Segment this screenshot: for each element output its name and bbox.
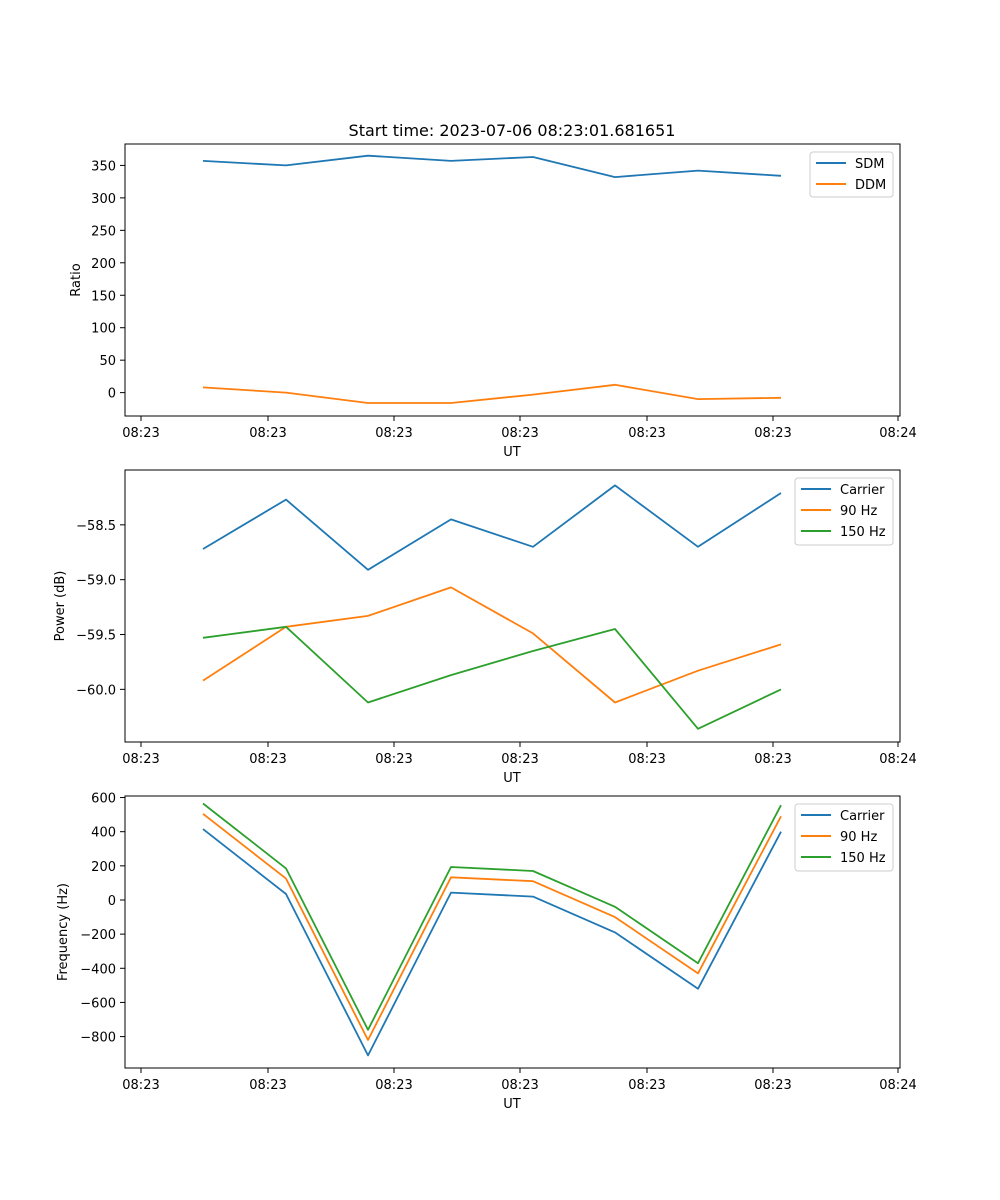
x-tick-label: 08:23 — [122, 426, 159, 441]
plot-area — [124, 469, 901, 743]
y-axis-label: Frequency (Hz) — [56, 883, 71, 981]
series-line-sdm — [202, 154, 782, 179]
legend-label-ddm: DDM — [855, 178, 886, 193]
y-tick-label: 150 — [91, 289, 116, 304]
y-axis-label: Ratio — [69, 263, 84, 296]
x-tick-label: 08:23 — [501, 426, 538, 441]
legend-label-90hz: 90 Hz — [840, 830, 877, 845]
y-tick-label: 100 — [91, 322, 116, 337]
y-tick-label: −60.0 — [76, 683, 116, 698]
y-tick-label: −800 — [80, 1031, 116, 1046]
subplot-power: 08:23 08:23 08:23 08:23 08:23 08:23 08:24 −58.… — [53, 469, 917, 786]
y-tick-label: 50 — [99, 354, 116, 369]
legend-label-150hz: 150 Hz — [840, 851, 886, 866]
x-axis-label: UT — [503, 445, 521, 460]
x-axis-ticks: 08:23 08:23 08:23 08:23 08:23 08:23 08:24 — [122, 742, 917, 767]
y-axis-ticks: −58.5 −59.0 −59.5 −60.0 — [76, 519, 125, 698]
x-tick-label: 08:23 — [501, 752, 538, 767]
x-tick-label: 08:23 — [375, 1078, 412, 1093]
x-tick-label: 08:23 — [754, 426, 791, 441]
y-tick-label: −400 — [80, 962, 116, 977]
y-tick-label: −200 — [80, 928, 116, 943]
y-tick-label: 600 — [91, 792, 116, 807]
y-tick-label: 0 — [108, 894, 116, 909]
legend-label-carrier: Carrier — [840, 483, 885, 498]
series-line-150-hz — [202, 802, 782, 1031]
y-tick-label: −600 — [80, 996, 116, 1011]
x-tick-label: 08:23 — [628, 426, 665, 441]
legend: Carrier 90 Hz 150 Hz — [794, 477, 894, 546]
x-axis-label: UT — [503, 771, 521, 786]
y-tick-label: 250 — [91, 224, 116, 239]
legend: Carrier 90 Hz 150 Hz — [794, 803, 894, 872]
y-tick-label: 0 — [108, 387, 116, 402]
chart-title: Start time: 2023-07-06 08:23:01.681651 — [349, 121, 676, 140]
y-tick-label: −58.5 — [76, 519, 116, 534]
y-axis-ticks: 600 400 200 0 −200 −400 −600 −800 — [80, 792, 125, 1046]
x-tick-label: 08:23 — [249, 752, 286, 767]
legend-label-carrier: Carrier — [840, 809, 885, 824]
y-tick-label: 200 — [91, 860, 116, 875]
y-tick-label: 400 — [91, 826, 116, 841]
x-axis-ticks: 08:23 08:23 08:23 08:23 08:23 08:23 08:24 — [122, 416, 917, 441]
series-line-carrier — [202, 828, 782, 1057]
series-lines — [202, 154, 782, 404]
plot-area — [124, 143, 901, 417]
series-line-90-hz — [202, 813, 782, 1041]
x-tick-label: 08:23 — [122, 752, 159, 767]
x-tick-label: 08:23 — [375, 752, 412, 767]
y-tick-label: 350 — [91, 159, 116, 174]
x-axis-ticks: 08:23 08:23 08:23 08:23 08:23 08:23 08:24 — [122, 1068, 917, 1093]
x-tick-label: 08:23 — [501, 1078, 538, 1093]
legend-box — [794, 477, 894, 546]
x-tick-label: 08:23 — [249, 1078, 286, 1093]
x-tick-label: 08:23 — [754, 1078, 791, 1093]
x-tick-label: 08:24 — [879, 752, 916, 767]
x-tick-label: 08:23 — [628, 752, 665, 767]
x-tick-label: 08:23 — [249, 426, 286, 441]
legend-box — [794, 803, 894, 872]
x-axis-label: UT — [503, 1097, 521, 1112]
y-tick-label: −59.0 — [76, 574, 116, 589]
legend-label-150hz: 150 Hz — [840, 525, 886, 540]
subplot-ratio: Start time: 2023-07-06 08:23:01.681651 0… — [69, 121, 917, 460]
legend-label-90hz: 90 Hz — [840, 504, 877, 519]
x-tick-label: 08:24 — [879, 1078, 916, 1093]
x-tick-label: 08:23 — [628, 1078, 665, 1093]
legend: SDM DDM — [809, 151, 894, 198]
plot-area — [124, 795, 901, 1069]
y-tick-label: 200 — [91, 257, 116, 272]
subplot-frequency: 08:23 08:23 08:23 08:23 08:23 08:23 08:24 600 4… — [56, 792, 917, 1112]
series-lines — [202, 802, 782, 1057]
y-tick-label: 300 — [91, 192, 116, 207]
series-lines — [202, 484, 782, 730]
x-tick-label: 08:23 — [754, 752, 791, 767]
series-line-carrier — [202, 484, 782, 571]
x-tick-label: 08:23 — [122, 1078, 159, 1093]
series-line-90-hz — [202, 586, 782, 704]
y-tick-label: −59.5 — [76, 629, 116, 644]
series-line-ddm — [202, 383, 782, 404]
y-axis-ticks: 0 50 100 150 200 250 300 350 — [91, 159, 125, 402]
x-tick-label: 08:24 — [879, 426, 916, 441]
y-axis-label: Power (dB) — [53, 571, 68, 642]
series-line-150-hz — [202, 625, 782, 730]
legend-label-sdm: SDM — [855, 157, 884, 172]
x-tick-label: 08:23 — [375, 426, 412, 441]
